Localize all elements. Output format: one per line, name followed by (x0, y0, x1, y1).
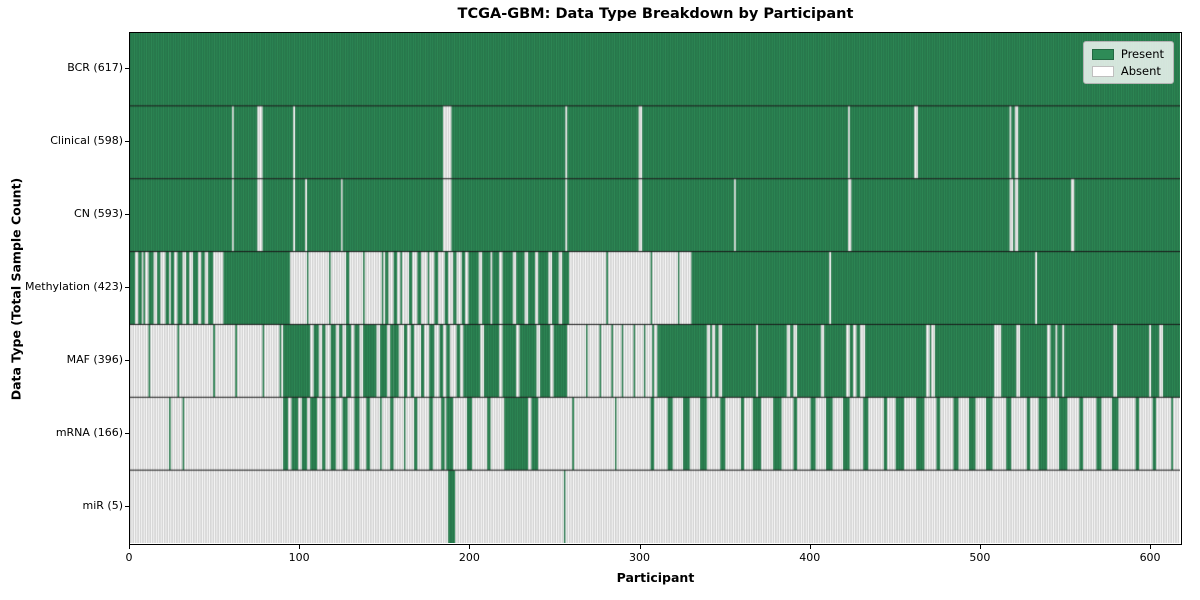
legend-label: Absent (1120, 64, 1161, 78)
y-tick-label-bcr: BCR (617) (67, 61, 123, 75)
heatmap-canvas (130, 33, 1180, 543)
legend: Present Absent (1082, 41, 1174, 84)
y-tick-mark (125, 359, 129, 361)
x-tick-label-200: 200 (458, 551, 480, 564)
x-tick-mark (469, 545, 471, 549)
x-tick-mark (129, 545, 130, 549)
absent-swatch (1091, 65, 1114, 77)
y-tick-label-maf: MAF (396) (66, 352, 123, 366)
plot-area: Present Absent (129, 32, 1182, 545)
chart-title: TCGA-GBM: Data Type Breakdown by Partici… (457, 6, 854, 22)
x-tick-mark (979, 545, 981, 549)
x-tick-label-0: 0 (125, 551, 133, 564)
y-tick-label-mir: miR (5) (82, 498, 124, 512)
legend-item-present: Present (1091, 47, 1164, 61)
y-tick-mark (125, 432, 129, 434)
x-tick-label-300: 300 (629, 551, 651, 564)
x-tick-mark (1150, 545, 1152, 549)
y-tick-label-cn: CN (593) (74, 207, 123, 221)
x-tick-mark (299, 545, 301, 549)
legend-label: Present (1120, 47, 1164, 61)
y-tick-mark (125, 141, 129, 143)
y-tick-label-methylation: Methylation (423) (25, 280, 123, 293)
x-tick-label-400: 400 (799, 551, 821, 564)
y-tick-mark (125, 214, 129, 216)
y-tick-label-clinical: Clinical (598) (50, 134, 123, 148)
present-swatch (1091, 48, 1114, 60)
y-tick-mark (125, 68, 129, 70)
x-tick-mark (639, 545, 641, 549)
x-tick-label-600: 600 (1139, 551, 1161, 564)
x-tick-label-500: 500 (969, 551, 991, 564)
x-axis-label: Participant (616, 570, 695, 585)
y-tick-mark (125, 287, 129, 288)
y-tick-mark (125, 505, 129, 507)
x-tick-label-100: 100 (288, 551, 310, 564)
x-tick-mark (809, 545, 811, 549)
legend-item-absent: Absent (1091, 64, 1164, 78)
y-tick-label-mrna: mRNA (166) (55, 425, 123, 439)
